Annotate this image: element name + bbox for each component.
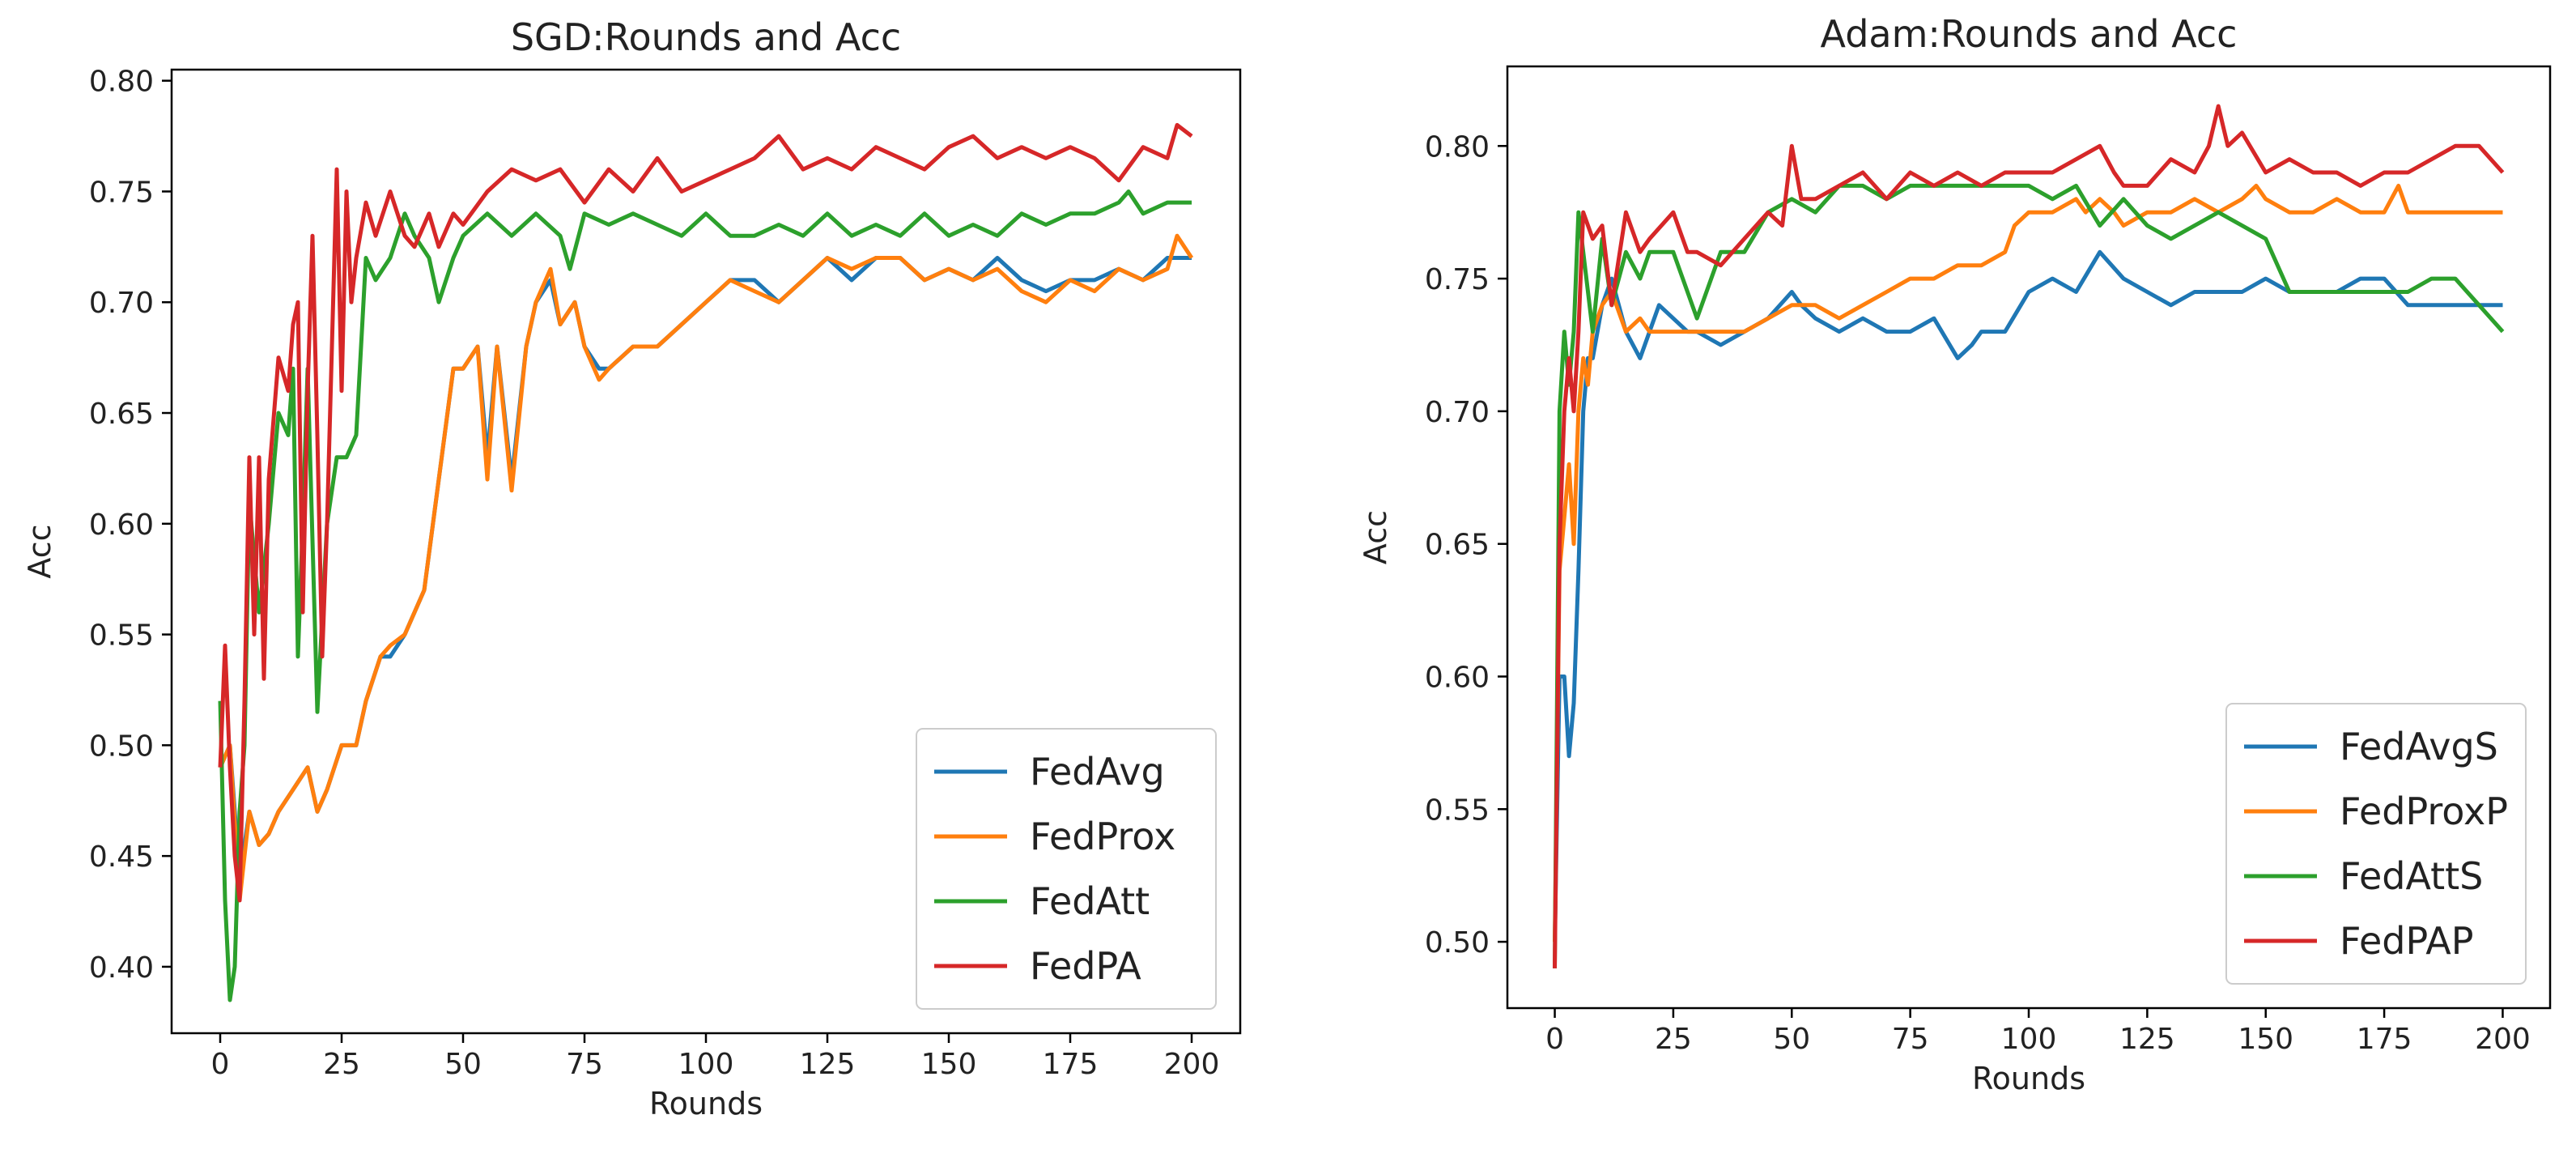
y-tick-label: 0.55 bbox=[1425, 794, 1490, 827]
y-tick-label: 0.70 bbox=[1425, 396, 1490, 429]
y-tick-label: 0.65 bbox=[1425, 529, 1490, 562]
y-tick-label: 0.75 bbox=[1425, 263, 1490, 296]
series-line-fedprox bbox=[218, 233, 1194, 903]
legend-label-fedatts: FedAttS bbox=[2340, 854, 2483, 898]
legend-box bbox=[2225, 703, 2527, 985]
y-tick-label: 0.80 bbox=[89, 66, 154, 99]
y-tick-label: 0.50 bbox=[89, 730, 154, 763]
legend: FedAvgS FedProxP FedAttS FedPAP bbox=[2225, 703, 2527, 985]
x-tick-label: 100 bbox=[2001, 1023, 2057, 1056]
y-tick-label: 0.45 bbox=[89, 840, 154, 874]
legend-label-fedpa: FedPA bbox=[1030, 944, 1141, 988]
x-tick-label: 125 bbox=[2119, 1023, 2175, 1056]
legend-label-fedavgs: FedAvgS bbox=[2340, 725, 2498, 768]
x-axis-label: Rounds bbox=[649, 1086, 763, 1121]
x-tick-label: 75 bbox=[566, 1048, 603, 1081]
series-line-fedproxp bbox=[1553, 183, 2503, 943]
y-tick-label: 0.60 bbox=[1425, 661, 1490, 694]
x-tick-label: 125 bbox=[800, 1048, 856, 1081]
x-tick-label: 50 bbox=[1773, 1023, 1810, 1056]
chart-title: SGD:Rounds and Acc bbox=[511, 15, 901, 59]
x-tick-label: 25 bbox=[323, 1048, 360, 1081]
x-axis-label: Rounds bbox=[1972, 1061, 2085, 1096]
x-tick-label: 0 bbox=[1545, 1023, 1564, 1056]
legend-label-fedatt: FedAtt bbox=[1030, 879, 1150, 923]
x-tick-label: 0 bbox=[211, 1048, 230, 1081]
x-tick-label: 150 bbox=[2238, 1023, 2293, 1056]
x-tick-label: 200 bbox=[1164, 1048, 1220, 1081]
legend-label-fedavg: FedAvg bbox=[1030, 750, 1165, 794]
legend-label-fedpap: FedPAP bbox=[2340, 919, 2473, 963]
y-tick-label: 0.55 bbox=[89, 619, 154, 653]
series-line-fedpap bbox=[1553, 104, 2505, 968]
x-tick-label: 100 bbox=[678, 1048, 734, 1081]
y-tick-label: 0.65 bbox=[89, 398, 154, 431]
x-tick-label: 50 bbox=[444, 1048, 482, 1081]
chart-title: Adam:Rounds and Acc bbox=[1821, 12, 2238, 56]
y-tick-label: 0.40 bbox=[89, 951, 154, 985]
y-tick-label: 0.50 bbox=[1425, 926, 1490, 960]
x-tick-label: 25 bbox=[1655, 1023, 1692, 1056]
chart-adam: Adam:Rounds and Acc 0 25 50 75 100 125 150 175 20… bbox=[1358, 12, 2552, 1096]
y-axis-label: Acc bbox=[22, 524, 57, 578]
x-tick-label: 175 bbox=[2357, 1023, 2412, 1056]
legend-box bbox=[916, 728, 1217, 1010]
y-tick-label: 0.70 bbox=[89, 287, 154, 320]
legend-label-fedprox: FedProx bbox=[1030, 815, 1175, 858]
series-line-fedatt bbox=[218, 189, 1192, 1002]
x-tick-label: 150 bbox=[921, 1048, 977, 1081]
legend-label-fedproxp: FedProxP bbox=[2340, 789, 2508, 833]
x-tick-label: 75 bbox=[1892, 1023, 1929, 1056]
chart-sgd: SGD:Rounds and Acc 0 25 50 75 100 125 150 175 200… bbox=[22, 15, 1242, 1121]
legend: FedAvg FedProx FedAtt FedPA bbox=[916, 728, 1217, 1010]
series-line-fedpa bbox=[218, 122, 1193, 903]
x-tick-label: 175 bbox=[1043, 1048, 1099, 1081]
y-axis-label: Acc bbox=[1358, 510, 1393, 564]
y-tick-label: 0.80 bbox=[1425, 130, 1490, 164]
y-tick-label: 0.75 bbox=[89, 176, 154, 209]
y-tick-label: 0.60 bbox=[89, 509, 154, 542]
x-tick-label: 200 bbox=[2475, 1023, 2531, 1056]
